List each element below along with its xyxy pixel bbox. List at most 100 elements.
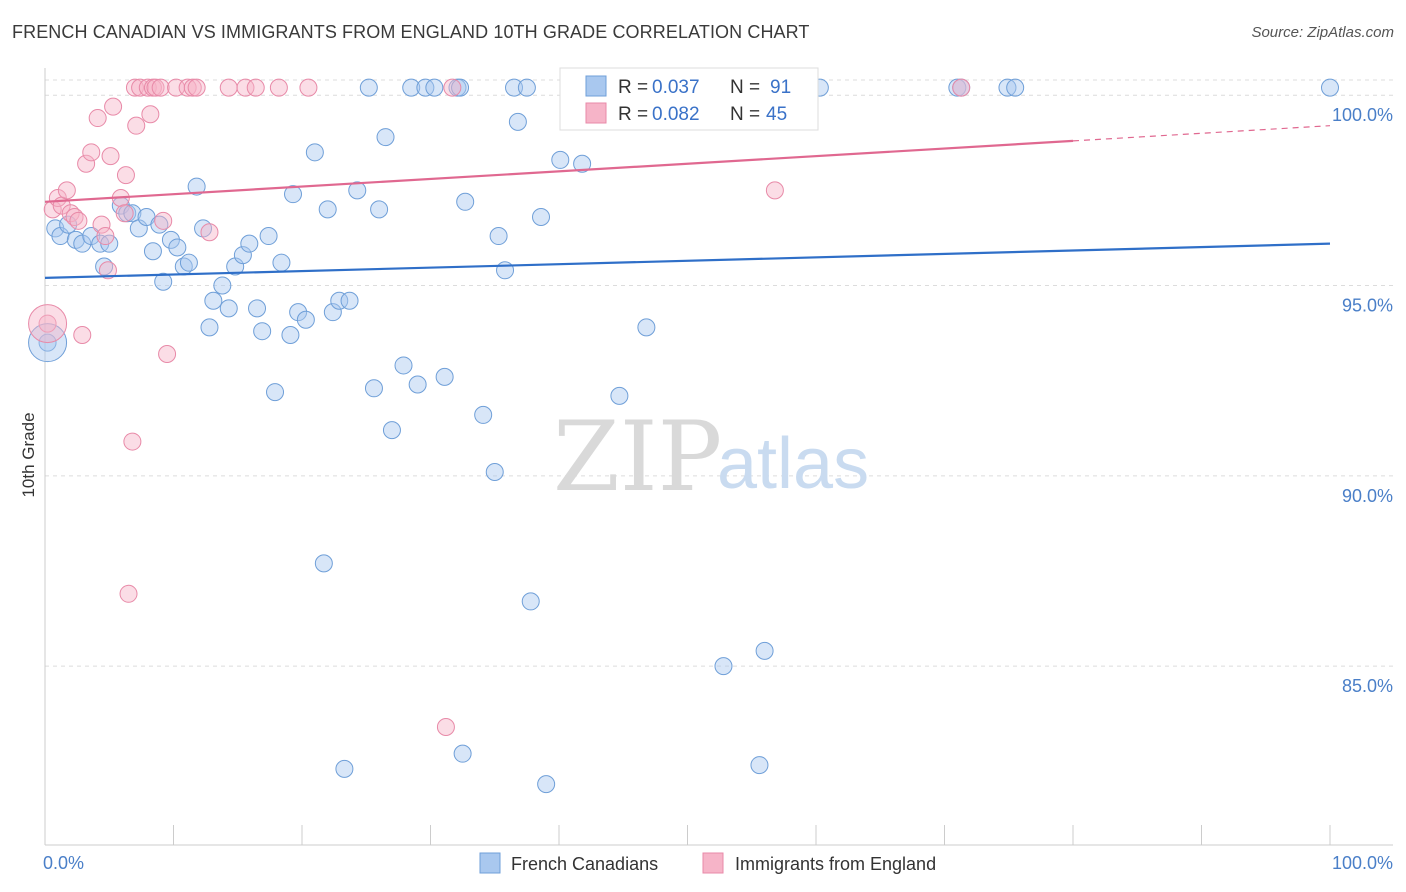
- point-french-canadians-70: [521, 592, 540, 611]
- point-french-canadians-50: [370, 200, 389, 219]
- legend-swatch-french-canadians: [585, 75, 607, 97]
- point-french-canadians-34: [266, 383, 285, 402]
- point-french-canadians-12: [123, 204, 142, 223]
- gridlines: [45, 79, 1393, 667]
- point-french-canadians-77: [637, 318, 656, 337]
- point-french-canadians-55: [408, 375, 427, 394]
- point-french-canadians-5: [73, 234, 92, 253]
- legend-r-label-1: R =: [618, 77, 648, 98]
- trend-line-immigrants-england: [44, 139, 1074, 203]
- legend-r-label-2: R =: [618, 104, 648, 125]
- point-french-canadians-51: [376, 128, 395, 147]
- y-axis-label: 10th Grade: [19, 412, 38, 497]
- point-french-canadians-6: [82, 227, 101, 246]
- point-immigrants-england-25: [138, 78, 157, 97]
- trend-line-immigrants-england-extrapolated: [1072, 125, 1331, 142]
- point-immigrants-england-15: [101, 147, 120, 166]
- point-french-canadians-62: [456, 192, 475, 211]
- point-french-canadians-31: [248, 299, 267, 318]
- point-french-canadians-64: [485, 463, 504, 482]
- point-french-canadians-82: [755, 641, 774, 660]
- point-french-canadians-72: [537, 775, 556, 794]
- point-french-canadians-73: [551, 150, 570, 169]
- point-french-canadians-49: [364, 379, 383, 398]
- point-immigrants-england-19: [116, 166, 135, 185]
- point-immigrants-england-20: [119, 584, 138, 603]
- chart-title: FRENCH CANADIAN VS IMMIGRANTS FROM ENGLA…: [12, 22, 810, 42]
- y-tick-label-0: 100.0%: [1332, 105, 1393, 125]
- series-legend-label-immigrants-england: Immigrants from England: [735, 854, 936, 874]
- point-french-canadians-81: [750, 756, 769, 775]
- point-french-canadians-21: [179, 253, 198, 272]
- point-french-canadians-36: [281, 326, 300, 344]
- point-french-canadians-54: [402, 78, 421, 97]
- point-french-canadians-39: [296, 310, 315, 329]
- point-immigrants-england-41: [299, 78, 318, 97]
- legend-n-value-2: 45: [766, 104, 787, 125]
- point-immigrants-england-44: [952, 78, 971, 97]
- point-immigrants-england-34: [183, 78, 202, 97]
- point-immigrants-england-40: [269, 78, 288, 97]
- point-french-canadians-87: [998, 78, 1017, 97]
- point-immigrants-england-13: [96, 227, 115, 246]
- point-immigrants-england-14: [98, 261, 117, 280]
- point-french-canadians-65: [489, 227, 508, 246]
- point-immigrants-england-16: [104, 97, 123, 116]
- point-french-canadians-32: [253, 322, 272, 341]
- x-tick-label-left: 0.0%: [43, 853, 84, 873]
- point-french-canadians-74: [573, 154, 592, 173]
- point-immigrants-england-39: [246, 78, 265, 97]
- point-immigrants-england-29: [151, 78, 170, 97]
- point-french-canadians-29: [233, 246, 252, 265]
- point-french-canadians-66: [496, 261, 515, 280]
- trend-line-french-canadians: [44, 242, 1331, 280]
- point-french-canadians-76: [610, 386, 629, 405]
- point-french-canadians-30: [240, 234, 259, 253]
- point-immigrants-england-8: [73, 326, 92, 344]
- trend-lines: [44, 125, 1331, 280]
- legend-box: R = 0.037 N = 91 R = 0.082 N = 45: [559, 67, 819, 131]
- point-immigrants-england-23: [125, 78, 144, 97]
- point-french-canadians-47: [348, 181, 367, 200]
- legend-swatch-immigrants-england: [585, 102, 607, 124]
- point-french-canadians-57: [425, 78, 444, 97]
- point-immigrants-england-30: [154, 211, 173, 230]
- point-immigrants-england-26: [141, 105, 160, 124]
- series-legend-swatch-immigrants-england: [702, 852, 724, 874]
- point-immigrants-england-45: [765, 181, 784, 200]
- point-french-canadians-33: [259, 227, 278, 246]
- point-immigrants-england-22: [127, 116, 146, 135]
- point-immigrants-england-43: [443, 78, 462, 97]
- point-french-canadians-61: [453, 744, 472, 763]
- point-french-canadians-58: [435, 367, 454, 386]
- data-points: [28, 78, 1339, 794]
- point-french-canadians-44: [330, 291, 349, 310]
- point-immigrants-england-9: [77, 154, 96, 173]
- point-french-canadians-22: [187, 177, 206, 196]
- legend-n-label-2: N =: [730, 104, 760, 125]
- point-immigrants-england-28: [146, 78, 165, 97]
- series-legend-swatch-french-canadians: [479, 852, 501, 874]
- point-french-canadians-26: [213, 276, 232, 295]
- point-french-canadians-37: [284, 185, 303, 204]
- point-french-canadians-71: [532, 208, 551, 227]
- point-french-canadians-43: [323, 303, 342, 322]
- point-french-canadians-35: [272, 253, 291, 272]
- point-french-canadians-79: [714, 657, 733, 676]
- point-french-canadians-85: [948, 78, 967, 97]
- point-immigrants-england-37: [219, 78, 238, 97]
- y-tick-label-1: 95.0%: [1342, 296, 1393, 316]
- point-immigrants-england-12: [92, 215, 111, 234]
- point-french-canadians-69: [517, 78, 536, 97]
- legend-n-value-1: 91: [770, 77, 791, 98]
- point-french-canadians-53: [394, 356, 413, 375]
- point-french-canadians-25: [204, 291, 223, 310]
- point-immigrants-england-18: [115, 204, 134, 223]
- y-tick-labels: 100.0% 95.0% 90.0% 85.0%: [1332, 105, 1393, 696]
- point-french-canadians-42: [318, 200, 337, 219]
- point-immigrants-england-36: [200, 223, 219, 242]
- point-french-canadians-38: [289, 303, 308, 322]
- point-french-canadians-24: [200, 318, 219, 337]
- point-immigrants-england-10: [82, 143, 101, 162]
